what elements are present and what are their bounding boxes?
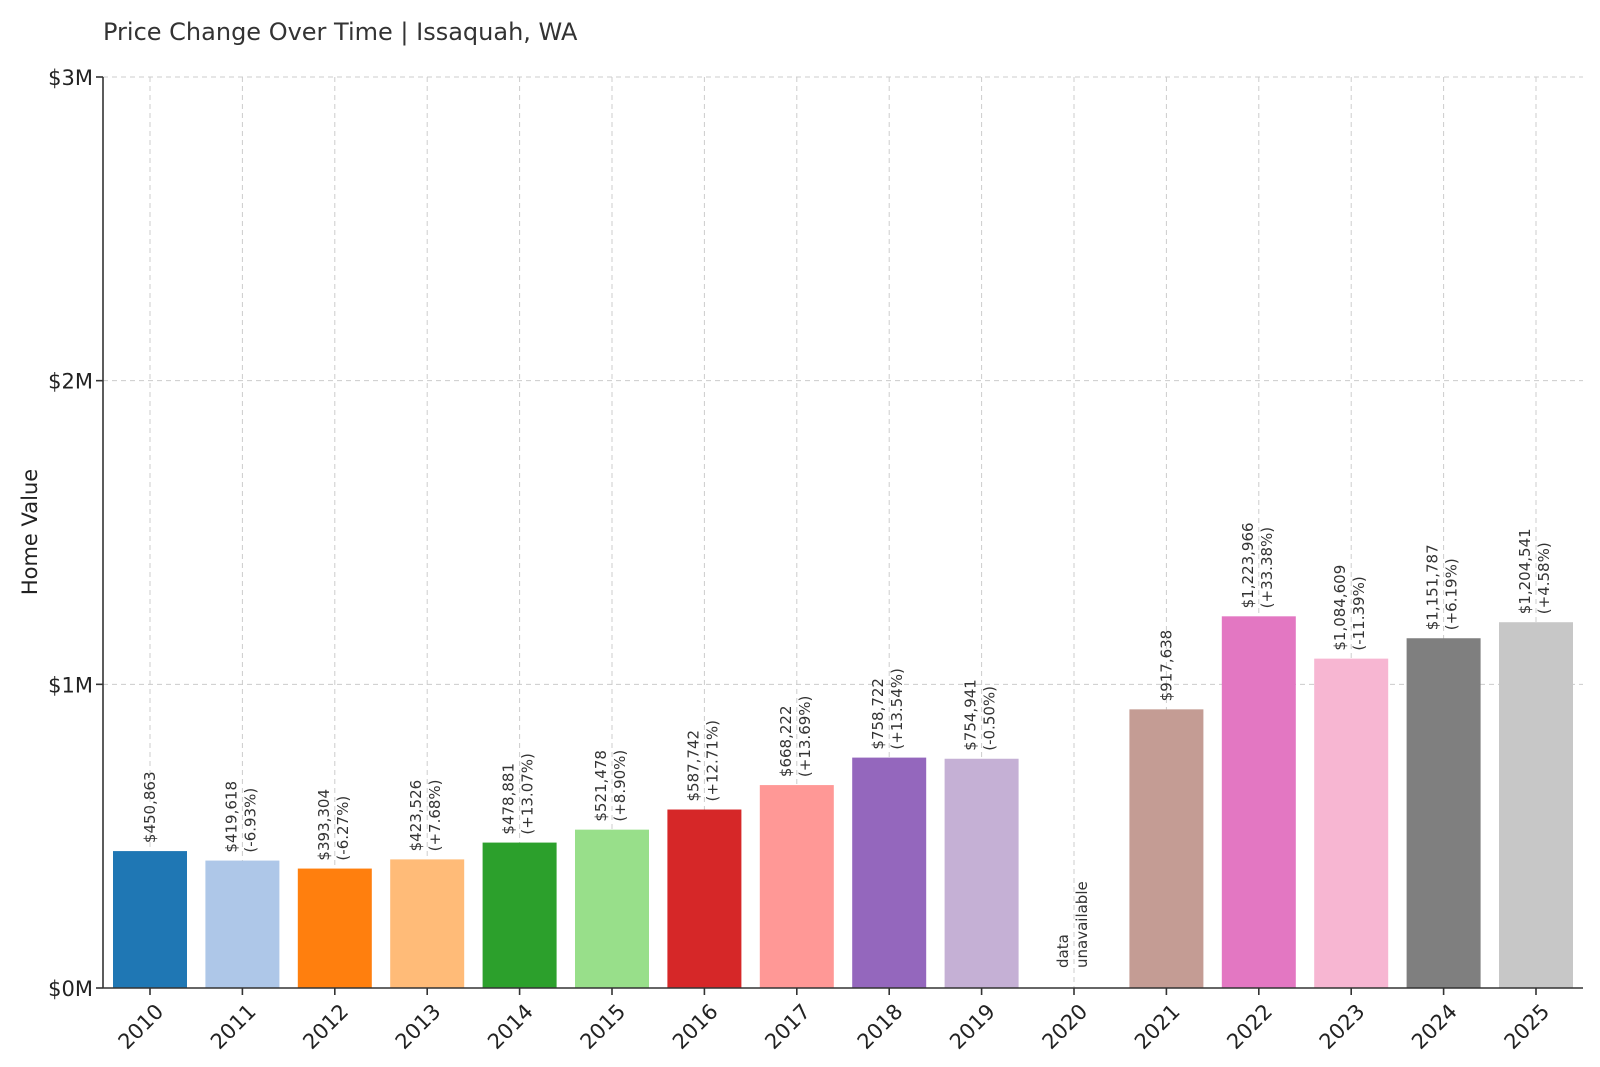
bar-2013 <box>390 859 465 988</box>
bar-value-label: $1,204,541 <box>1516 528 1534 614</box>
bar-2012 <box>297 868 372 988</box>
bar-value-label: $478,881 <box>500 763 518 835</box>
bar-2015 <box>575 829 649 988</box>
bar-value-label: $393,304 <box>315 789 333 861</box>
bar-value-label: $450,863 <box>141 772 159 844</box>
bar-change-label: (+13.54%) <box>888 668 906 749</box>
bar-2023 <box>1314 658 1389 988</box>
bar-value-label: $521,478 <box>592 750 610 822</box>
bar-layer <box>113 616 1573 988</box>
bar-change-label: (+12.71%) <box>703 720 721 801</box>
bar-2014 <box>482 842 557 988</box>
x-tick-label: 2019 <box>945 999 1000 1054</box>
label-layer: $450,863 $419,618 (-6.93%) $393,304 (-6.27%)… <box>141 522 1553 968</box>
x-tick-label: 2013 <box>391 999 446 1054</box>
x-tick-label: 2021 <box>1130 999 1185 1054</box>
x-tick-label: 2025 <box>1500 999 1555 1054</box>
x-tick-label: 2024 <box>1407 999 1462 1054</box>
x-tick-label: 2010 <box>114 999 169 1054</box>
bar-2022 <box>1221 616 1296 988</box>
x-tick-label: 2015 <box>576 999 631 1054</box>
bar-change-label: (+7.68%) <box>426 779 444 851</box>
y-axis-label: Home Value <box>18 469 42 595</box>
bar-value-label: $917,638 <box>1157 630 1175 702</box>
bar-change-label: (-0.50%) <box>981 686 999 751</box>
bar-2019 <box>944 758 1019 988</box>
bar-change-label: (-6.27%) <box>334 796 352 861</box>
bar-2011 <box>205 860 280 988</box>
bar-change-label: (-11.39%) <box>1350 576 1368 650</box>
bar-2010 <box>113 851 187 988</box>
x-tick-label: 2017 <box>760 999 815 1054</box>
bar-change-label: (+33.38%) <box>1258 527 1276 608</box>
bar-change-label: unavailable <box>1073 881 1091 968</box>
x-tick-label: 2016 <box>668 999 723 1054</box>
bar-change-label: (+6.19%) <box>1443 558 1461 630</box>
y-tick-label: $2M <box>48 370 93 394</box>
x-tick-label: 2011 <box>206 999 261 1054</box>
bar-change-label: (-6.93%) <box>241 788 259 853</box>
bar-value-label: $668,222 <box>777 706 795 778</box>
bar-change-label: (+8.90%) <box>611 750 629 822</box>
x-tick-label: 2018 <box>853 999 908 1054</box>
x-tick-label: 2014 <box>483 999 538 1054</box>
bar-value-label: $587,742 <box>684 730 702 802</box>
x-tick-label: 2012 <box>298 999 353 1054</box>
bar-value-label: $1,223,966 <box>1239 522 1257 608</box>
bar-value-label: data <box>1054 934 1072 968</box>
bar-2017 <box>759 785 834 988</box>
bar-change-label: (+13.07%) <box>519 753 537 834</box>
y-tick-label: $0M <box>48 977 93 1001</box>
bar-value-label: $758,722 <box>869 678 887 750</box>
x-tick-label: 2023 <box>1315 999 1370 1054</box>
bar-change-label: (+13.69%) <box>796 696 814 777</box>
bar-value-label: $419,618 <box>222 781 240 853</box>
y-tick-label: $3M <box>48 66 93 90</box>
chart-title: Price Change Over Time | Issaquah, WA <box>103 18 578 46</box>
bar-value-label: $754,941 <box>962 679 980 751</box>
bar-2021 <box>1129 709 1204 988</box>
bar-change-label: (+4.58%) <box>1535 542 1553 614</box>
y-tick-label: $1M <box>48 673 93 697</box>
bar-value-label: $1,151,787 <box>1424 544 1442 630</box>
bar-2018 <box>852 757 927 988</box>
x-tick-label: 2020 <box>1038 999 1093 1054</box>
bar-2025 <box>1499 622 1573 988</box>
bar-value-label: $423,526 <box>407 780 425 852</box>
bar-value-label: $1,084,609 <box>1331 565 1349 651</box>
bar-2016 <box>667 809 742 988</box>
bar-2024 <box>1406 638 1481 988</box>
x-tick-label: 2022 <box>1222 999 1277 1054</box>
